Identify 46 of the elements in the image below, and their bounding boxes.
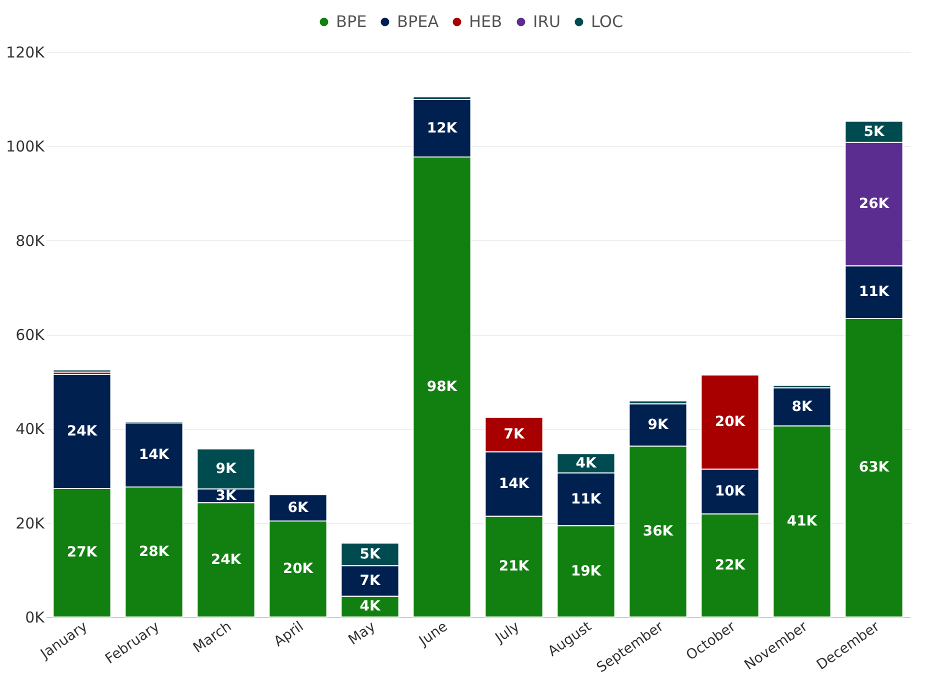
data-label: 11K [570,491,602,508]
y-tick-label: 60K [16,326,46,344]
data-label: 20K [282,560,314,577]
x-tick-label: May [346,618,379,648]
data-label: 11K [858,284,890,300]
data-label: 8K [792,398,814,415]
data-label: 20K [714,414,746,430]
legend-label: HEB [469,12,502,31]
data-label: 7K [504,426,526,443]
legend-label: IRU [533,12,561,31]
y-tick-label: 120K [6,44,46,62]
data-label: 28K [138,544,170,560]
data-label: 12K [426,120,458,136]
data-label: 6K [288,500,310,516]
data-label: 5K [864,124,886,140]
y-tick-label: 0K [25,608,46,626]
data-label: 7K [360,572,382,589]
data-label: 21K [498,558,530,575]
data-label: 14K [498,476,530,492]
data-label: 4K [576,455,598,472]
legend-label: LOC [591,12,624,31]
data-label: 14K [138,447,170,464]
data-label: 9K [216,460,238,477]
data-label: 24K [66,423,98,440]
data-label: 10K [714,484,746,500]
data-label: 19K [570,563,602,580]
data-label: 22K [714,557,746,574]
y-tick-label: 20K [16,514,46,532]
legend-label: BPEA [397,12,439,31]
data-label: 4K [360,598,382,615]
data-label: 9K [648,416,670,433]
x-tick-label: July [492,618,523,647]
data-label: 24K [210,552,242,568]
legend-label: BPE [336,12,367,31]
data-label: 63K [858,460,890,476]
y-tick-label: 100K [6,138,46,156]
y-tick-label: 40K [16,420,46,438]
data-label: 98K [426,379,458,395]
y-tick-label: 80K [16,232,46,250]
data-label: 36K [642,524,674,540]
data-label: 5K [360,546,382,562]
data-label: 26K [858,196,890,212]
data-label: 3K [216,488,238,504]
bar [52,369,112,373]
data-label: 41K [786,513,818,530]
data-label: 27K [66,544,98,561]
